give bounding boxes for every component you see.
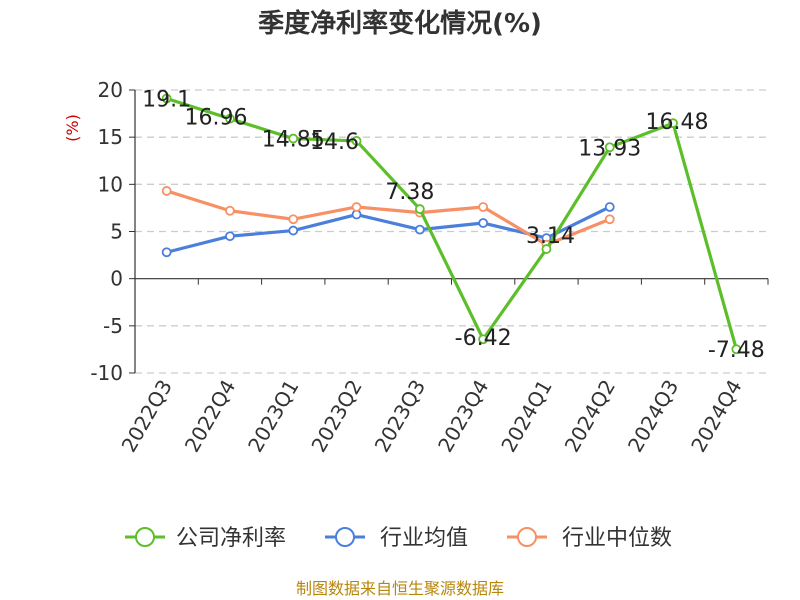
data-point <box>225 113 235 124</box>
x-tick-label: 2024Q4 <box>686 376 746 457</box>
x-tick-label: 2022Q4 <box>180 376 240 457</box>
data-point <box>478 202 489 212</box>
x-tick-label: 2024Q2 <box>560 376 620 457</box>
data-label: -7.48 <box>708 338 765 363</box>
y-tick-label: -5 <box>103 314 123 338</box>
data-point <box>478 218 489 228</box>
y-axis-ticks: 20 15 10 5 0 -5 -10 <box>90 78 135 385</box>
y-axis-label: (%) <box>63 114 82 142</box>
data-label: 13.93 <box>578 136 641 161</box>
legend-label: 行业均值 <box>380 526 468 551</box>
legend-label: 公司净利率 <box>176 526 286 551</box>
data-point <box>161 186 172 196</box>
data-label: 19.1 <box>142 87 191 112</box>
legend-label: 行业中位数 <box>562 526 672 551</box>
y-tick-label: 5 <box>110 220 123 244</box>
y-tick-label: 20 <box>98 78 123 102</box>
x-tick-label: 2023Q4 <box>433 376 493 457</box>
data-point <box>288 214 299 225</box>
y-tick-label: 0 <box>110 267 123 291</box>
x-tick-label: 2023Q1 <box>243 376 303 457</box>
chart-title: 季度净利率变化情况(%) <box>258 8 542 39</box>
series-line <box>166 205 611 254</box>
x-tick-label: 2022Q3 <box>117 376 177 457</box>
data-label: 16.48 <box>646 110 709 135</box>
y-tick-label: 15 <box>98 125 123 149</box>
data-point <box>414 224 425 235</box>
series-line <box>166 189 611 247</box>
legend-swatch-marker <box>335 527 355 547</box>
data-point <box>604 142 615 153</box>
x-axis: 2022Q3 2022Q4 2023Q1 2023Q2 2023Q3 2023Q4 2024… <box>117 90 769 457</box>
x-tick-label: 2024Q3 <box>623 376 683 457</box>
y-tick-label: 10 <box>98 172 123 196</box>
data-point <box>225 205 235 216</box>
gridlines <box>135 89 768 374</box>
data-label: 14.6 <box>310 130 359 155</box>
series-line <box>166 96 738 350</box>
data-point <box>731 344 742 355</box>
source-note: 制图数据来自恒生聚源数据库 <box>296 579 504 598</box>
data-point <box>668 118 678 129</box>
data-label: 14.85 <box>262 128 325 153</box>
data-point <box>161 93 172 104</box>
data-point <box>225 231 235 242</box>
x-tick-label: 2023Q2 <box>306 376 366 457</box>
y-tick-label: -10 <box>90 361 123 385</box>
x-tick-label: 2024Q1 <box>496 376 556 457</box>
data-point <box>288 225 299 236</box>
legend-swatch-marker <box>135 527 155 547</box>
series-lines <box>161 93 742 355</box>
data-label: 3.14 <box>526 224 575 249</box>
data-label: -6.42 <box>455 326 512 351</box>
legend-swatch-marker <box>517 527 537 547</box>
data-point <box>288 133 299 144</box>
legend: 公司净利率 行业均值 行业中位数 <box>125 526 672 551</box>
data-point <box>351 136 362 146</box>
data-point <box>161 247 172 258</box>
data-point <box>604 202 615 212</box>
data-point <box>414 204 425 214</box>
data-point <box>351 202 362 212</box>
data-label: 7.38 <box>385 180 434 205</box>
data-point <box>541 244 552 254</box>
data-point <box>604 214 615 225</box>
x-tick-label: 2023Q3 <box>370 376 430 457</box>
data-label: 16.96 <box>184 106 247 131</box>
data-point <box>478 334 489 345</box>
